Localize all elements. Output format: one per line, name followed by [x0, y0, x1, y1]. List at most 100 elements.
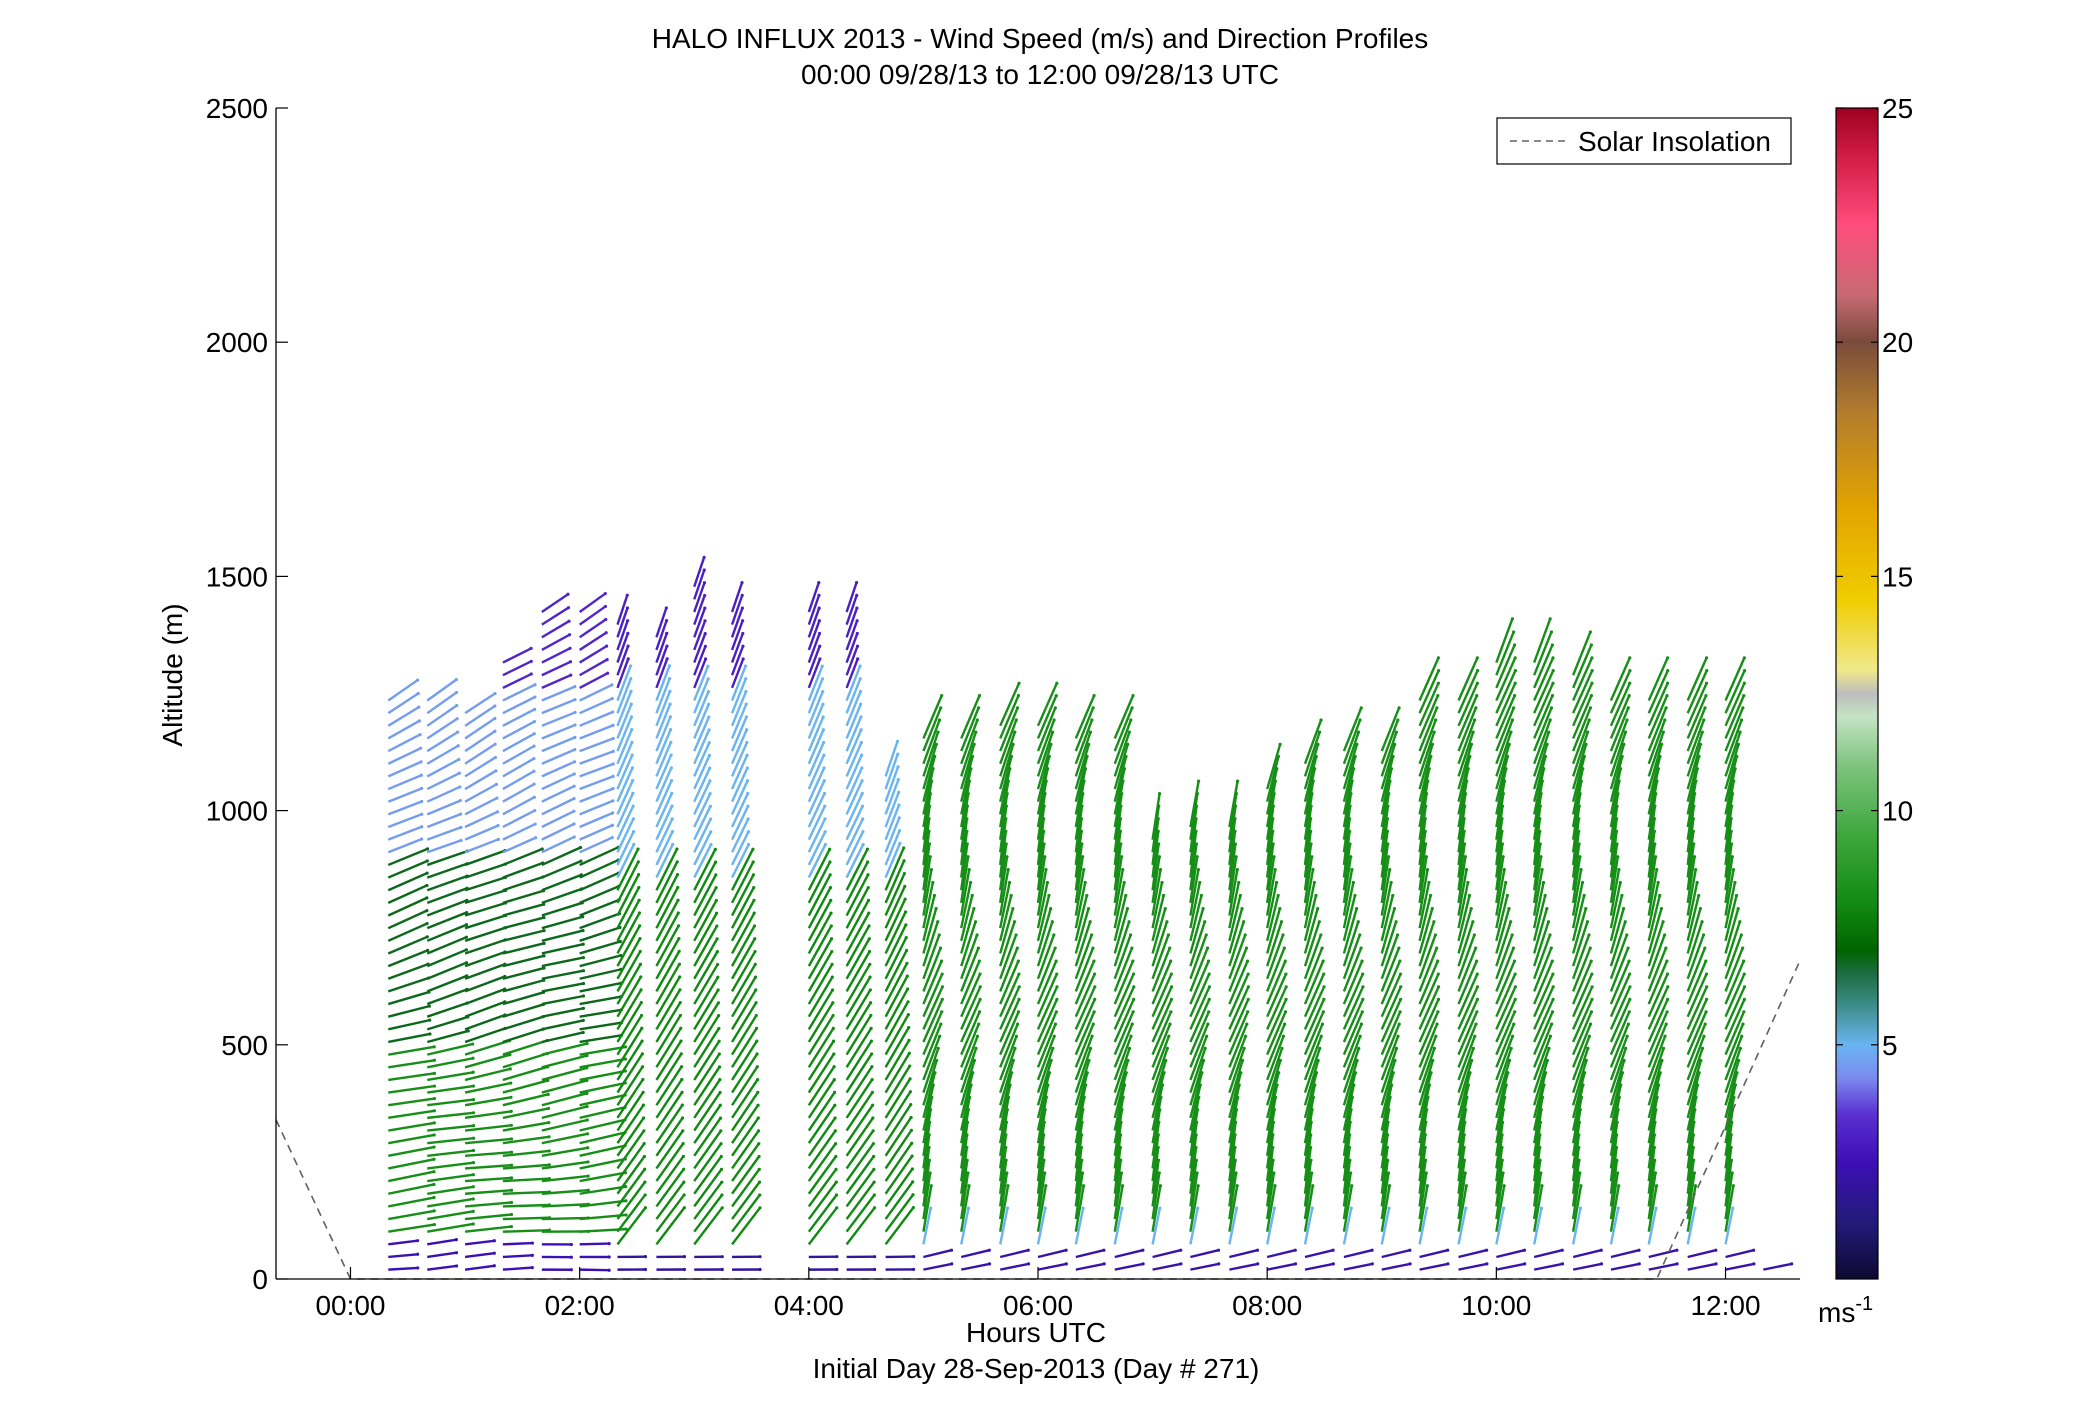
- wind-vector-head: [1355, 742, 1359, 746]
- wind-vector-head: [1011, 742, 1015, 746]
- wind-vector-head: [904, 936, 908, 940]
- wind-vector: [1380, 831, 1389, 878]
- wind-vector-head: [867, 937, 871, 941]
- wind-vector: [807, 792, 826, 828]
- wind-vector-head: [664, 606, 668, 610]
- wind-vector-head: [1435, 1022, 1439, 1026]
- wind-vector: [1724, 921, 1741, 967]
- wind-vector: [1418, 856, 1428, 904]
- wind-vector-head: [619, 953, 623, 958]
- wind-vector: [1380, 869, 1391, 916]
- wind-vector: [541, 606, 570, 626]
- wind-vector-head: [1665, 693, 1669, 698]
- wind-vector: [579, 799, 614, 816]
- wind-vector: [1571, 1134, 1581, 1182]
- wind-vector: [1151, 1011, 1173, 1056]
- wind-vector-head: [678, 1001, 682, 1005]
- wind-vector: [922, 1084, 935, 1131]
- wind-vector: [655, 792, 673, 828]
- wind-vector: [1609, 780, 1621, 828]
- wind-vector: [1571, 908, 1587, 954]
- wind-vector-head: [573, 723, 577, 727]
- wind-vector: [845, 582, 858, 613]
- wind-vector-head: [1281, 1034, 1286, 1038]
- wind-vector: [1342, 731, 1360, 777]
- wind-vector: [1228, 831, 1237, 878]
- wind-vector: [922, 756, 936, 802]
- wind-vector: [1495, 1011, 1516, 1056]
- wind-vector: [426, 1029, 469, 1044]
- wind-vector: [999, 1185, 1010, 1232]
- wind-vector-head: [1435, 946, 1439, 950]
- wind-vector: [1151, 960, 1172, 1005]
- wind-vector: [426, 849, 468, 867]
- wind-vector: [1647, 843, 1656, 891]
- wind-vector-head: [1560, 1262, 1565, 1266]
- wind-vector: [1609, 670, 1632, 714]
- wind-vector: [922, 882, 934, 929]
- wind-vector: [693, 1168, 723, 1208]
- wind-vector-head: [860, 779, 864, 783]
- wind-vector-head: [977, 693, 982, 698]
- wind-vector-head: [1579, 868, 1583, 872]
- wind-vector: [1418, 934, 1437, 980]
- wind-vector-head: [1166, 933, 1171, 937]
- wind-vector-head: [974, 1046, 978, 1050]
- wind-vector-head: [532, 769, 536, 773]
- wind-vector: [1724, 768, 1737, 815]
- wind-vector-head: [1424, 1171, 1428, 1175]
- colorbar-tick-label: 5: [1882, 1030, 1898, 1061]
- wind-vector: [731, 1040, 758, 1081]
- x-tick-label: 10:00: [1461, 1290, 1531, 1321]
- wind-vector-head: [753, 962, 757, 966]
- wind-vector: [1380, 1185, 1391, 1232]
- wind-vector: [693, 703, 710, 739]
- wind-vector: [387, 747, 422, 765]
- wind-vector: [387, 922, 428, 942]
- wind-vector: [1228, 1147, 1237, 1194]
- wind-vector: [1418, 657, 1440, 702]
- wind-vector: [387, 813, 423, 829]
- wind-vector-head: [818, 644, 822, 648]
- wind-vector: [616, 848, 640, 891]
- wind-vector-head: [604, 617, 608, 622]
- wind-vector: [1724, 1060, 1740, 1106]
- wind-vector: [1113, 1109, 1124, 1156]
- wind-vector-head: [1016, 1022, 1020, 1026]
- wind-vector-head: [572, 760, 577, 764]
- wind-vector-head: [670, 829, 675, 834]
- wind-vector-head: [1168, 1022, 1172, 1026]
- wind-vector-head: [1599, 1262, 1604, 1266]
- wind-vector-head: [709, 830, 713, 834]
- wind-vector-head: [744, 677, 748, 681]
- wind-vector: [1113, 908, 1129, 954]
- wind-vector-head: [573, 748, 577, 752]
- wind-vector: [1647, 1048, 1665, 1093]
- wind-vector: [655, 1104, 684, 1144]
- wind-vector: [541, 887, 583, 905]
- wind-vector-head: [432, 1157, 436, 1161]
- wind-vector: [807, 1053, 835, 1094]
- wind-vector-head: [859, 728, 863, 732]
- wind-vector-head: [1446, 1248, 1450, 1252]
- wind-vector: [1609, 1160, 1619, 1207]
- wind-vector-head: [1502, 1184, 1506, 1188]
- wind-vector-head: [753, 937, 757, 941]
- wind-vector: [579, 1081, 626, 1094]
- wind-vector-head: [611, 811, 615, 815]
- wind-vector-head: [1665, 1010, 1669, 1014]
- wind-vector: [922, 908, 938, 954]
- wind-vector: [1151, 908, 1167, 954]
- wind-vector-head: [1582, 893, 1586, 898]
- wind-vector: [1724, 1160, 1733, 1207]
- wind-vector-head: [432, 1222, 436, 1227]
- wind-vector: [1686, 986, 1708, 1030]
- wind-vector-head: [1356, 920, 1360, 924]
- wind-vector-head: [872, 1154, 876, 1159]
- wind-vector-head: [610, 696, 614, 701]
- wind-vector: [1151, 1023, 1172, 1068]
- wind-vector: [1074, 1023, 1095, 1068]
- wind-vector: [464, 717, 496, 740]
- wind-vector-head: [573, 710, 577, 715]
- wind-vector: [1609, 1207, 1620, 1245]
